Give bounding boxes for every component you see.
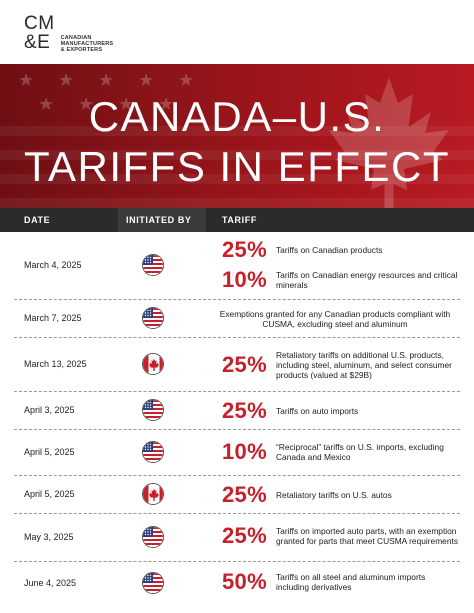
table-row: April 5, 2025 25% Retaliatory tariffs on … <box>14 476 460 514</box>
tariff-description: Tariffs on all steel and aluminum import… <box>276 571 426 592</box>
stars-decoration: ★ ★ ★ ★ ★ ★ ★ ★ ★ <box>18 70 194 114</box>
row-divider <box>14 561 460 562</box>
organization-name: CANADIAN MANUFACTURERS & EXPORTERS <box>61 35 131 53</box>
svg-text:★: ★ <box>18 70 34 90</box>
hero-title-line-1: CANADA–U.S. <box>88 93 386 140</box>
tariff-description: Retaliatory tariffs on additional U.S. p… <box>276 349 452 381</box>
tariff-item: 25% Tariffs on Canadian products <box>222 237 460 262</box>
tariff-item: Exemptions granted for any Canadian prod… <box>210 306 460 332</box>
table-row: April 5, 2025 10% “Reciprocal” tariffs on… <box>14 430 460 476</box>
table-row: March 7, 2025 Exemptions granted for any… <box>14 300 460 338</box>
svg-text:★: ★ <box>58 70 74 90</box>
maple-leaf-decoration <box>329 77 449 208</box>
row-divider <box>14 475 460 476</box>
tariff-item: 10% Tariffs on Canadian energy resources … <box>222 266 460 294</box>
svg-text:★: ★ <box>38 94 54 114</box>
us-flag-icon <box>142 254 164 276</box>
row-date: March 7, 2025 <box>24 313 82 323</box>
tariff-description: Tariffs on Canadian products <box>276 244 383 255</box>
row-date: April 5, 2025 <box>24 489 75 499</box>
tariff-item: 25% Tariffs on imported auto parts, with … <box>222 522 460 550</box>
row-divider <box>14 391 460 392</box>
svg-text:★: ★ <box>118 94 134 114</box>
us-flag-icon <box>142 526 164 548</box>
logo-line-1: CM <box>24 13 55 34</box>
row-date: May 3, 2025 <box>24 532 74 542</box>
tariff-description: “Reciprocal” tariffs on U.S. imports, ex… <box>276 441 444 462</box>
svg-text:★: ★ <box>138 70 154 90</box>
hero-title-line-2: TARIFFS IN EFFECT <box>23 143 451 190</box>
tariff-percentage: 25% <box>222 237 267 262</box>
row-divider <box>14 513 460 514</box>
logo-mark: CM &E <box>24 14 55 52</box>
row-date: March 13, 2025 <box>24 359 87 369</box>
brand-logo: CM &E CANADIAN MANUFACTURERS & EXPORTERS <box>24 14 131 58</box>
tariff-percentage: 25% <box>222 352 267 377</box>
tariff-description: Tariffs on Canadian energy resources and… <box>276 269 458 290</box>
header-initiated-by: INITIATED BY <box>118 208 206 232</box>
row-divider <box>14 337 460 338</box>
header-tariff: TARIFF <box>222 215 257 225</box>
canada-flag-icon <box>142 483 164 505</box>
org-line-3: & EXPORTERS <box>60 47 103 53</box>
tariff-item: 25% Retaliatory tariffs on U.S. autos <box>222 482 460 507</box>
us-flag-icon <box>142 307 164 329</box>
tariff-description: Exemptions granted for any Canadian prod… <box>219 308 451 329</box>
svg-text:★: ★ <box>178 70 194 90</box>
tariff-description: Tariffs on auto imports <box>276 405 359 416</box>
tariff-item: 25% Tariffs on auto imports <box>222 398 460 423</box>
tariff-percentage: 10% <box>222 439 267 464</box>
table-row: May 3, 2025 25% Tariffs on imported auto … <box>14 514 460 562</box>
org-line-2: MANUFACTURERS <box>60 41 114 47</box>
us-flag-icon <box>142 441 164 463</box>
us-flag-icon <box>142 399 164 421</box>
canada-flag-icon <box>142 353 164 375</box>
us-flag-icon <box>142 572 164 594</box>
hero-banner: ★ ★ ★ ★ ★ ★ ★ ★ ★ CANADA–U.S. TARIFFS IN… <box>0 64 474 208</box>
table-row: March 13, 2025 25% Retaliatory tariffs on… <box>14 338 460 392</box>
tariff-percentage: 25% <box>222 482 267 507</box>
svg-text:★: ★ <box>158 94 174 114</box>
svg-text:★: ★ <box>78 94 94 114</box>
row-date: March 4, 2025 <box>24 260 82 270</box>
tariff-percentage: 10% <box>222 267 267 292</box>
svg-text:★: ★ <box>98 70 114 90</box>
row-date: April 5, 2025 <box>24 447 75 457</box>
tariff-item: 10% “Reciprocal” tariffs on U.S. imports,… <box>222 438 460 466</box>
tariff-description: Retaliatory tariffs on U.S. autos <box>276 489 392 500</box>
row-divider <box>14 429 460 430</box>
tariff-item: 50% Tariffs on all steel and aluminum imp… <box>222 568 460 596</box>
logo-line-2: &E <box>24 32 51 53</box>
tariff-percentage: 50% <box>222 569 267 594</box>
tariff-percentage: 25% <box>222 523 267 548</box>
row-date: April 3, 2025 <box>24 405 75 415</box>
table-row: March 4, 2025 25% Tariffs on Canadian pro… <box>14 232 460 300</box>
tariff-percentage: 25% <box>222 398 267 423</box>
row-date: June 4, 2025 <box>24 578 77 588</box>
tariff-item: 25% Retaliatory tariffs on additional U.S… <box>222 344 460 386</box>
table-header: DATE INITIATED BY TARIFF <box>0 208 474 232</box>
org-line-1: CANADIAN <box>60 35 92 41</box>
header-date: DATE <box>24 215 51 225</box>
row-divider <box>14 299 460 300</box>
table-row: June 4, 2025 50% Tariffs on all steel and… <box>14 562 460 606</box>
table-row: April 3, 2025 25% Tariffs on auto imports <box>14 392 460 430</box>
tariff-description: Tariffs on imported auto parts, with an … <box>276 525 459 546</box>
